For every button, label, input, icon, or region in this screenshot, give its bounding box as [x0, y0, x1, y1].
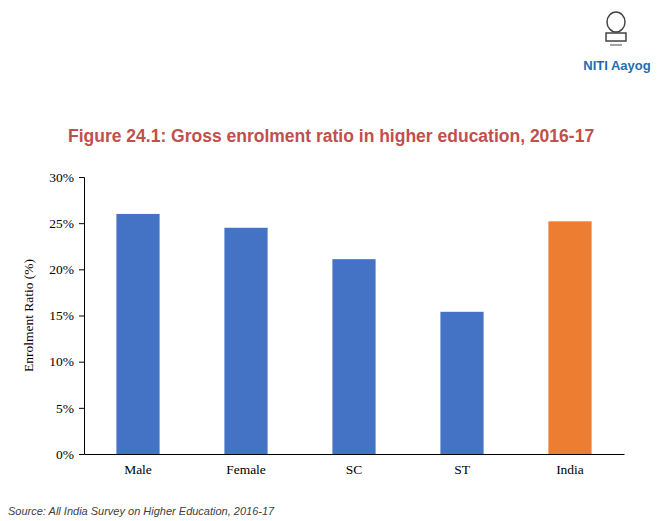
bars	[116, 214, 591, 454]
y-tick-label: 15%	[49, 308, 74, 323]
x-tick: Female	[226, 454, 266, 477]
y-tick-mark	[79, 316, 84, 317]
y-tick: 5%	[56, 401, 84, 416]
y-tick-label: 30%	[49, 170, 74, 185]
y-tick: 20%	[49, 262, 84, 277]
x-tick-label: ST	[454, 462, 471, 477]
x-axis-line	[85, 454, 625, 455]
x-axis: Male Female SC ST India	[85, 454, 625, 477]
y-tick-mark	[79, 408, 84, 409]
logo: NITI Aayog	[583, 12, 650, 73]
y-tick: 0%	[56, 447, 84, 462]
x-tick: SC	[346, 454, 363, 477]
y-axis: 0% 5% 10% 15% 20% 25% 30%	[49, 170, 84, 462]
source: Source: All India Survey on Higher Educa…	[8, 505, 275, 517]
bar	[440, 312, 483, 454]
y-tick: 15%	[49, 308, 84, 323]
x-tick-label: Female	[226, 462, 266, 477]
y-tick: 10%	[49, 354, 84, 369]
x-tick-label: India	[556, 462, 584, 477]
y-tick-label: 0%	[56, 447, 74, 462]
y-tick-label: 25%	[49, 216, 74, 231]
y-tick-mark	[79, 269, 84, 270]
emblem-line	[610, 45, 622, 46]
x-tick: Male	[124, 454, 152, 477]
emblem-head	[607, 12, 625, 32]
bar	[116, 214, 159, 454]
y-tick-mark	[79, 454, 84, 455]
bar	[548, 221, 591, 454]
emblem-base	[606, 33, 626, 41]
y-tick-label: 20%	[49, 262, 74, 277]
y-tick-mark	[79, 223, 84, 224]
chart: NITI Aayog Figure 24.1: Gross enrolment r…	[0, 0, 661, 521]
x-tick: India	[556, 454, 584, 477]
emblem	[606, 12, 626, 45]
bar	[224, 228, 267, 454]
y-tick-label: 5%	[56, 401, 74, 416]
y-tick-label: 10%	[49, 354, 74, 369]
x-tick: ST	[454, 454, 471, 477]
y-tick: 25%	[49, 216, 84, 231]
y-axis-title: Enrolment Ratio (%)	[21, 259, 36, 372]
y-tick: 30%	[49, 170, 84, 185]
bar	[332, 259, 375, 454]
y-tick-mark	[79, 362, 84, 363]
logo-text: NITI Aayog	[583, 58, 650, 73]
y-tick-mark	[79, 177, 84, 178]
x-tick-label: Male	[124, 462, 152, 477]
title: Figure 24.1: Gross enrolment ratio in hi…	[68, 126, 594, 146]
y-axis-line	[79, 178, 85, 455]
x-tick-label: SC	[346, 462, 363, 477]
